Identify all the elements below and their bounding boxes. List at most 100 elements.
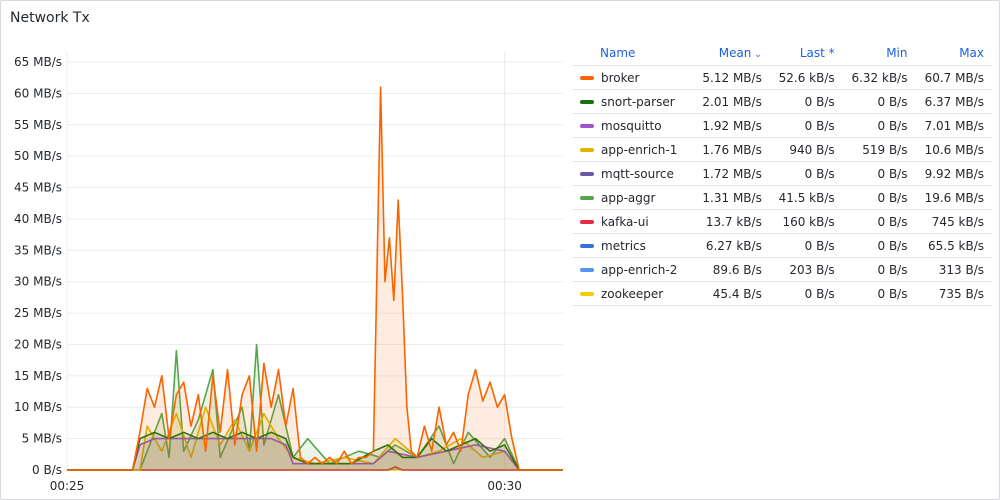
legend-mean-value: 6.27 kB/s (693, 233, 770, 258)
y-tick-label: 30 MB/s (14, 275, 62, 289)
legend-series-label: app-enrich-2 (601, 262, 678, 277)
legend-last-value: 203 B/s (769, 257, 843, 282)
legend-row-mosquitto[interactable]: mosquitto 1.92 MB/s 0 B/s 0 B/s 7.01 MB/s (572, 113, 992, 138)
legend-series-name[interactable]: app-enrich-1 (572, 137, 694, 162)
legend-last-value: 0 B/s (769, 233, 843, 258)
legend-max-value: 745 kB/s (915, 209, 992, 234)
legend-series-label: mosquitto (601, 118, 662, 133)
y-tick-label: 15 MB/s (14, 369, 62, 383)
series-line-app-enrich-1 (67, 406, 563, 471)
series-line-snort-parser (67, 431, 563, 471)
series-color-swatch (580, 196, 594, 200)
legend-series-label: app-aggr (601, 190, 656, 205)
legend-row-zookeeper[interactable]: zookeeper 45.4 B/s 0 B/s 0 B/s 735 B/s (572, 281, 992, 306)
legend-max-value: 60.7 MB/s (915, 65, 992, 90)
legend-header-name[interactable]: Name (600, 46, 636, 60)
legend-series-label: mqtt-source (601, 166, 674, 181)
legend-max-value: 19.6 MB/s (915, 185, 992, 210)
legend-max-value: 10.6 MB/s (915, 137, 992, 162)
legend-max-value: 9.92 MB/s (915, 161, 992, 186)
legend-series-name[interactable]: metrics (572, 233, 694, 258)
legend-series-label: snort-parser (601, 94, 675, 109)
y-tick-label: 55 MB/s (14, 118, 62, 132)
legend-series-name[interactable]: kafka-ui (572, 209, 694, 234)
y-tick-label: 65 MB/s (14, 55, 62, 69)
legend-row-kafka-ui[interactable]: kafka-ui 13.7 kB/s 160 kB/s 0 B/s 745 kB/s (572, 209, 992, 234)
series-color-swatch (580, 220, 594, 224)
series-color-swatch (580, 100, 594, 104)
legend-min-value: 0 B/s (842, 281, 916, 306)
y-tick-label: 10 MB/s (14, 400, 62, 414)
legend-header-last[interactable]: Last * (799, 46, 835, 60)
legend-max-value: 7.01 MB/s (915, 113, 992, 138)
legend-row-app-enrich-1[interactable]: app-enrich-1 1.76 MB/s 940 B/s 519 B/s 10.6 … (572, 137, 992, 162)
legend-last-value: 52.6 kB/s (769, 65, 843, 90)
series-area-broker (67, 87, 563, 470)
series-line-broker (67, 86, 563, 471)
series-color-swatch (580, 292, 594, 296)
legend-last-value: 0 B/s (769, 89, 843, 114)
legend-series-label: app-enrich-1 (601, 142, 678, 157)
y-tick-label: 0 B/s (32, 463, 62, 477)
legend-min-value: 0 B/s (842, 161, 916, 186)
x-tick-label: 00:30 (487, 479, 522, 493)
series-line-kafka-ui (67, 466, 563, 471)
y-tick-label: 50 MB/s (14, 149, 62, 163)
legend-row-snort-parser[interactable]: snort-parser 2.01 MB/s 0 B/s 0 B/s 6.37 MB/s (572, 89, 992, 114)
legend-row-mqtt-source[interactable]: mqtt-source 1.72 MB/s 0 B/s 0 B/s 9.92 MB/s (572, 161, 992, 186)
x-tick-label: 00:25 (50, 479, 85, 493)
chevron-down-icon: ⌄ (751, 50, 762, 60)
series-color-swatch (580, 172, 594, 176)
legend-header-min[interactable]: Min (886, 46, 908, 60)
panel-title[interactable]: Network Tx (10, 10, 90, 26)
legend-series-label: broker (601, 70, 640, 85)
series-color-swatch (580, 244, 594, 248)
series-color-swatch (580, 76, 594, 80)
y-tick-label: 40 MB/s (14, 212, 62, 226)
legend-header-max[interactable]: Max (959, 46, 984, 60)
y-tick-label: 5 MB/s (22, 432, 62, 446)
legend-mean-value: 1.72 MB/s (693, 161, 770, 186)
legend-series-name[interactable]: app-enrich-2 (572, 257, 694, 282)
legend-header-mean[interactable]: Mean ⌄ (693, 41, 769, 66)
legend-series-label: metrics (601, 238, 646, 253)
legend-table: Name Mean ⌄ Last * Min Max broker 5.12 MB… (572, 41, 992, 306)
legend-last-value: 160 kB/s (769, 209, 843, 234)
legend-mean-value: 1.92 MB/s (693, 113, 770, 138)
series-color-swatch (580, 124, 594, 128)
legend-series-name[interactable]: app-aggr (572, 185, 694, 210)
legend-max-value: 735 B/s (915, 281, 992, 306)
legend-series-name[interactable]: snort-parser (572, 89, 694, 114)
legend-row-broker[interactable]: broker 5.12 MB/s 52.6 kB/s 6.32 kB/s 60.7 MB… (572, 65, 992, 90)
legend-last-value: 0 B/s (769, 161, 843, 186)
y-tick-label: 25 MB/s (14, 306, 62, 320)
y-tick-label: 45 MB/s (14, 181, 62, 195)
series-color-swatch (580, 148, 594, 152)
legend-max-value: 313 B/s (915, 257, 992, 282)
legend-min-value: 0 B/s (842, 113, 916, 138)
legend-series-name[interactable]: mosquitto (572, 113, 694, 138)
legend-row-app-aggr[interactable]: app-aggr 1.31 MB/s 41.5 kB/s 0 B/s 19.6 MB/s (572, 185, 992, 210)
legend-max-value: 6.37 MB/s (915, 89, 992, 114)
legend-series-name[interactable]: mqtt-source (572, 161, 694, 186)
legend-mean-value: 1.76 MB/s (693, 137, 770, 162)
legend-mean-value: 2.01 MB/s (693, 89, 770, 114)
legend-min-value: 0 B/s (842, 209, 916, 234)
legend-header-mean-label: Mean (718, 46, 752, 60)
legend-series-name[interactable]: broker (572, 65, 694, 90)
legend-header-row: Name Mean ⌄ Last * Min Max (572, 41, 992, 66)
legend-min-value: 0 B/s (842, 89, 916, 114)
y-tick-label: 20 MB/s (14, 337, 62, 351)
legend-series-label: kafka-ui (601, 214, 649, 229)
legend-min-value: 6.32 kB/s (842, 65, 916, 90)
legend-min-value: 0 B/s (842, 233, 916, 258)
legend-row-metrics[interactable]: metrics 6.27 kB/s 0 B/s 0 B/s 65.5 kB/s (572, 233, 992, 258)
legend-series-name[interactable]: zookeeper (572, 281, 694, 306)
legend-min-value: 519 B/s (842, 137, 916, 162)
legend-last-value: 41.5 kB/s (769, 185, 843, 210)
legend-row-app-enrich-2[interactable]: app-enrich-2 89.6 B/s 203 B/s 0 B/s 313 B/s (572, 257, 992, 282)
series-line-app-aggr (67, 343, 563, 471)
series-area-mosquitto (67, 438, 563, 470)
